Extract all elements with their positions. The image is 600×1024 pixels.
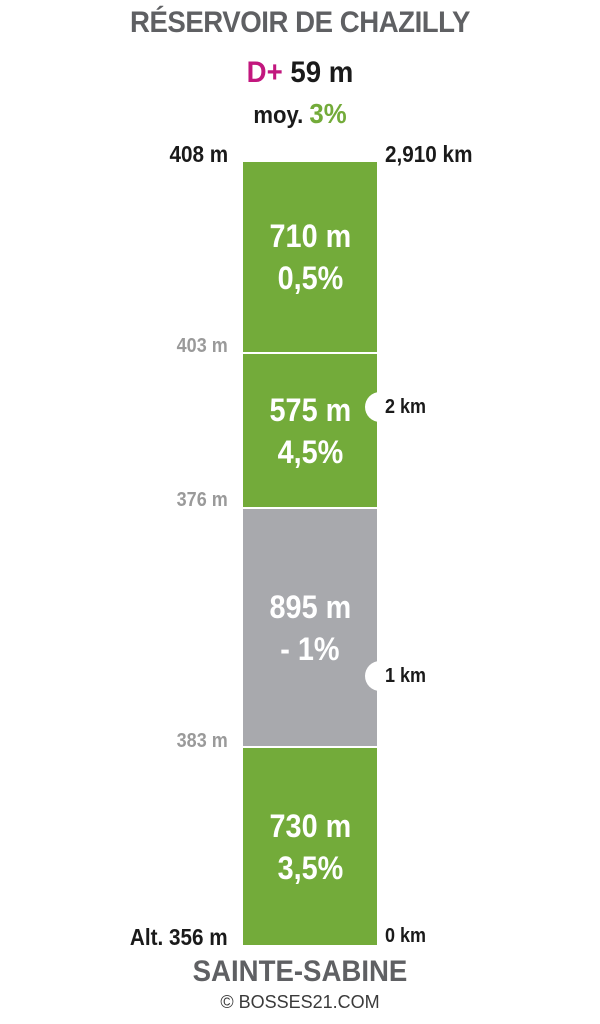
elevation-gain-label: D+	[246, 56, 283, 89]
segment-3: 575 m 4,5%	[243, 354, 377, 507]
base-altitude-label: Alt. 356 m	[130, 924, 228, 950]
km-label-1: 1 km	[385, 665, 427, 687]
segment-1-grade: 3,5%	[277, 849, 343, 886]
average-grade-value: 3%	[309, 98, 347, 129]
segment-3-length: 575 m	[269, 391, 351, 428]
average-grade: moy. 3%	[24, 98, 576, 130]
elevation-gain-value: 59 m	[290, 56, 354, 89]
copyright: © BOSSES21.COM	[220, 992, 380, 1012]
segment-1-length: 730 m	[269, 807, 351, 844]
segment-2-length: 895 m	[269, 588, 351, 625]
elevation-gain: D+ 59 m	[24, 56, 576, 90]
km-marker-1	[365, 661, 391, 691]
climb-title: RÉSERVOIR DE CHAZILLY	[129, 6, 470, 39]
segment-4-grade: 0,5%	[277, 260, 343, 296]
segment-3-grade: 4,5%	[277, 433, 343, 470]
segment-1: 730 m 3,5%	[243, 748, 377, 945]
segment-4-length: 710 m	[269, 218, 351, 254]
segment-2-grade: - 1%	[280, 630, 340, 667]
altitude-label-376: 376 m	[176, 489, 228, 511]
km-label-2: 2 km	[385, 396, 427, 418]
start-location: SAINTE-SABINE	[192, 955, 408, 988]
top-altitude-label: 408 m	[169, 141, 228, 167]
km-marker-2	[365, 392, 391, 422]
altitude-label-403: 403 m	[176, 335, 228, 357]
altitude-label-383: 383 m	[176, 730, 228, 752]
segment-4: 710 m 0,5%	[243, 162, 377, 352]
average-grade-label: moy.	[253, 102, 304, 129]
top-distance-label: 2,910 km	[385, 141, 473, 167]
segment-2: 895 m - 1%	[243, 509, 377, 746]
base-distance-label: 0 km	[385, 925, 427, 947]
